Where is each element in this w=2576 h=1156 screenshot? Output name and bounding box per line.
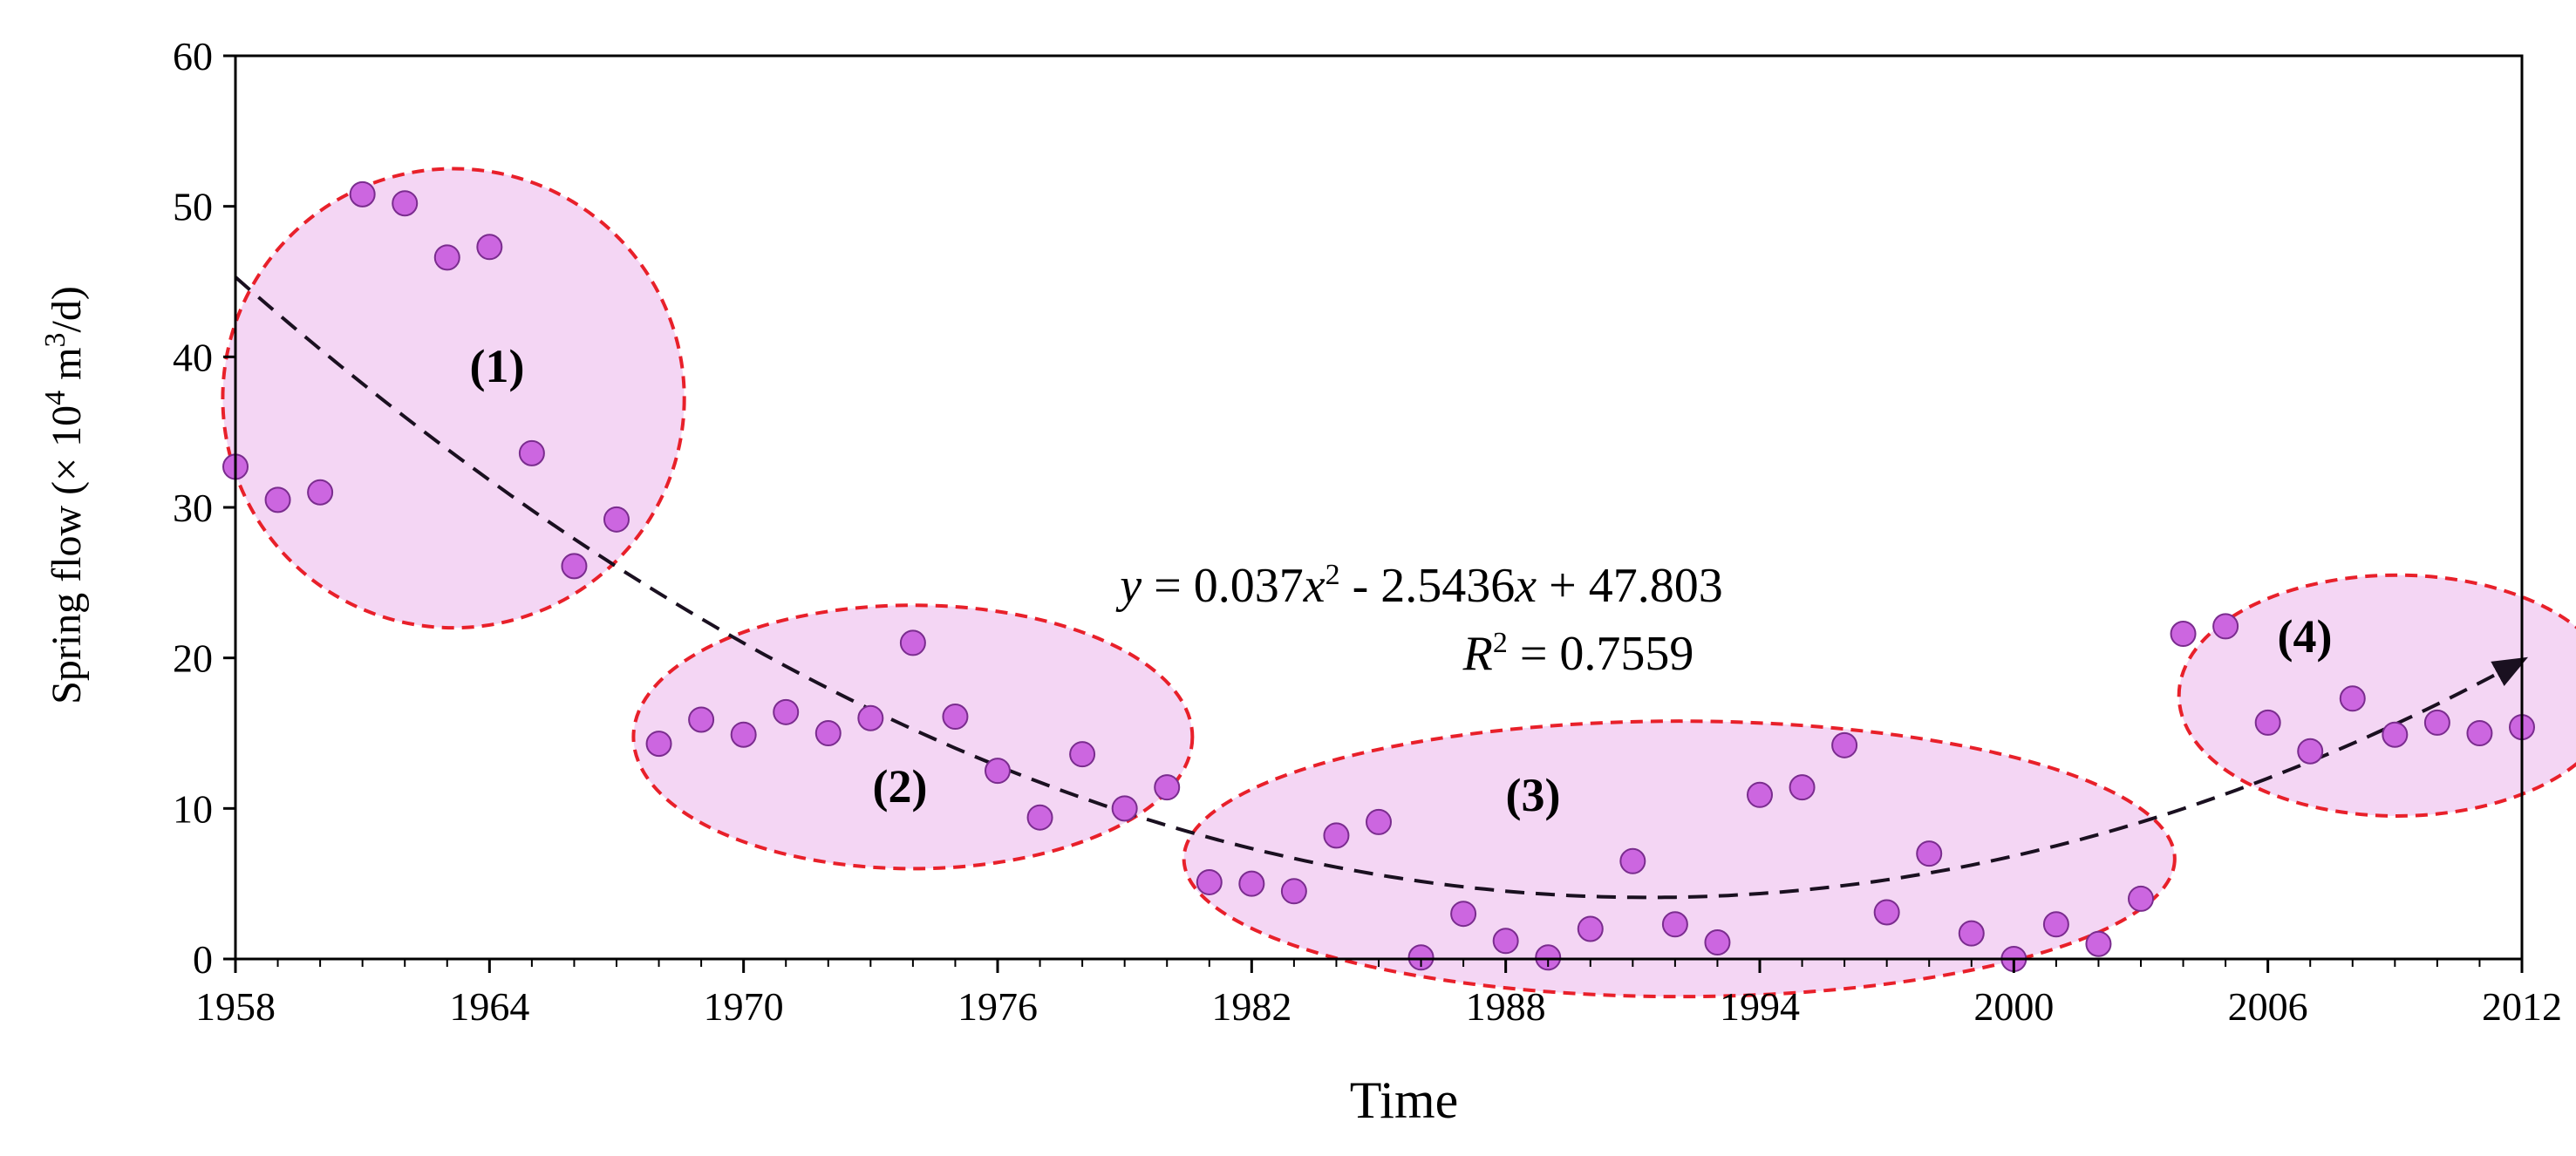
data-point <box>1492 928 1519 955</box>
cluster-label-1: (1) <box>470 340 525 392</box>
data-point <box>1280 878 1307 905</box>
data-point <box>2170 621 2197 648</box>
data-point <box>1704 929 1731 956</box>
cluster-label-3: (3) <box>1506 769 1561 821</box>
data-point <box>1111 795 1138 822</box>
data-point <box>2382 721 2409 748</box>
cluster-label-2: (2) <box>873 760 928 813</box>
data-point <box>1535 944 1562 971</box>
data-point <box>1026 804 1053 831</box>
x-tick-label: 1958 <box>195 984 276 1029</box>
data-point <box>1238 870 1265 897</box>
data-point <box>773 698 800 725</box>
data-point <box>307 479 334 506</box>
data-point <box>518 439 545 466</box>
data-point <box>433 244 460 271</box>
data-point <box>942 704 969 731</box>
data-point <box>1747 781 1773 808</box>
data-point <box>1958 920 1985 947</box>
x-tick-label: 1988 <box>1466 984 1546 1029</box>
data-point <box>1196 868 1223 895</box>
trend-line-group <box>234 275 2529 900</box>
y-tick-label: 40 <box>173 335 213 379</box>
data-point <box>985 758 1011 785</box>
x-axis-title: Time <box>1350 1071 1459 1129</box>
x-tick-label: 1970 <box>704 984 784 1029</box>
cluster-regions <box>221 167 2576 999</box>
trend-line <box>234 275 2529 900</box>
data-point <box>2254 709 2281 736</box>
r-squared-label: R2 = 0.7559 <box>1462 627 1694 681</box>
data-point <box>392 190 419 217</box>
data-point <box>264 486 291 513</box>
data-point <box>603 506 630 533</box>
data-point <box>2423 709 2450 736</box>
data-point <box>1789 774 1816 801</box>
data-point <box>1873 899 1900 926</box>
y-tick-label: 20 <box>173 636 213 681</box>
data-point <box>2085 930 2112 957</box>
data-point <box>2339 685 2366 712</box>
data-point <box>2297 738 2324 765</box>
data-point <box>476 234 503 261</box>
data-point <box>1916 840 1943 867</box>
data-point <box>688 706 715 733</box>
data-point <box>1661 911 1688 938</box>
x-tick-label: 1994 <box>1720 984 1800 1029</box>
data-point <box>561 553 588 580</box>
cluster-labels: (1) (2) (3) (4) <box>470 340 2333 821</box>
data-point <box>814 720 842 746</box>
data-points <box>222 180 2535 972</box>
data-point <box>2466 720 2493 746</box>
cluster-region-4 <box>2177 573 2576 818</box>
data-point <box>1450 901 1477 928</box>
y-tick-label: 50 <box>173 185 213 229</box>
cluster-label-4: (4) <box>2278 610 2333 663</box>
data-point <box>645 731 672 758</box>
y-tick-label: 0 <box>193 937 213 982</box>
x-tick-label: 1976 <box>957 984 1038 1029</box>
x-tick-label: 1982 <box>1211 984 1291 1029</box>
data-point <box>1407 944 1435 971</box>
data-point <box>2128 885 2154 912</box>
y-tick-label: 30 <box>173 486 213 530</box>
data-point <box>1154 774 1181 801</box>
x-tick-label: 1964 <box>449 984 529 1029</box>
data-point <box>1069 741 1096 768</box>
x-tick-label: 2012 <box>2482 984 2562 1029</box>
data-point <box>899 629 926 656</box>
y-tick-label: 60 <box>173 34 213 78</box>
cluster-region-3 <box>1182 719 2177 999</box>
data-point <box>857 704 884 731</box>
data-point <box>349 180 376 207</box>
x-tick-label: 2006 <box>2228 984 2308 1029</box>
data-point <box>1366 808 1392 835</box>
data-point <box>2212 613 2239 640</box>
data-point <box>1831 731 1858 758</box>
tick-labels: 0 10 20 30 40 50 60 1958 1964 1970 1976 1982 1988 199… <box>173 34 2562 1029</box>
cluster-region-1 <box>221 167 686 630</box>
y-tick-label: 10 <box>173 786 213 831</box>
y-axis-title: Spring flow (× 104 m3/d) <box>39 286 90 704</box>
data-point <box>2042 911 2069 938</box>
cluster-region-2 <box>631 603 1195 871</box>
x-tick-label: 2000 <box>1973 984 2054 1029</box>
data-point <box>1577 915 1604 942</box>
data-point <box>1323 822 1350 849</box>
axes <box>223 54 2524 973</box>
data-point <box>1619 847 1646 874</box>
trend-equation: y = 0.037x2 - 2.5436x + 47.803 <box>1115 559 1722 613</box>
data-point <box>730 721 757 748</box>
